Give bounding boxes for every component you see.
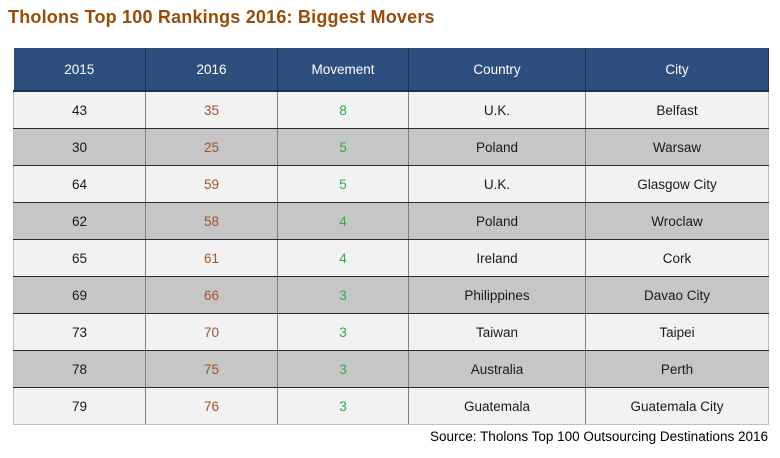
cell-movement: 4 <box>277 239 409 277</box>
cell-rank-2015: 62 <box>13 202 146 240</box>
column-header-2015: 2015 <box>13 48 146 92</box>
cell-rank-2016: 75 <box>145 350 278 388</box>
cell-city: Glasgow City <box>585 165 769 203</box>
cell-rank-2016: 70 <box>145 313 278 351</box>
cell-rank-2016: 58 <box>145 202 278 240</box>
cell-rank-2015: 30 <box>13 128 146 166</box>
table-row: 69 66 3 Philippines Davao City <box>13 276 769 314</box>
cell-movement: 3 <box>277 313 409 351</box>
column-header-country: Country <box>408 48 586 92</box>
table-row: 64 59 5 U.K. Glasgow City <box>13 165 769 203</box>
column-header-city: City <box>585 48 769 92</box>
cell-rank-2016: 61 <box>145 239 278 277</box>
table-row: 65 61 4 Ireland Cork <box>13 239 769 277</box>
cell-movement: 4 <box>277 202 409 240</box>
cell-country: Poland <box>408 202 586 240</box>
cell-city: Davao City <box>585 276 769 314</box>
cell-rank-2015: 43 <box>13 91 146 129</box>
cell-country: Ireland <box>408 239 586 277</box>
table-row: 79 76 3 Guatemala Guatemala City <box>13 387 769 425</box>
cell-movement: 3 <box>277 276 409 314</box>
cell-city: Guatemala City <box>585 387 769 425</box>
cell-rank-2015: 73 <box>13 313 146 351</box>
cell-city: Wroclaw <box>585 202 769 240</box>
source-note: Source: Tholons Top 100 Outsourcing Dest… <box>430 429 768 444</box>
cell-rank-2015: 78 <box>13 350 146 388</box>
column-header-2016: 2016 <box>145 48 278 92</box>
cell-country: U.K. <box>408 91 586 129</box>
cell-city: Cork <box>585 239 769 277</box>
cell-movement: 3 <box>277 387 409 425</box>
cell-movement: 8 <box>277 91 409 129</box>
cell-movement: 5 <box>277 128 409 166</box>
chart-title: Tholons Top 100 Rankings 2016: Biggest M… <box>8 7 435 27</box>
cell-country: Taiwan <box>408 313 586 351</box>
cell-movement: 5 <box>277 165 409 203</box>
table-header-row: 2015 2016 Movement Country City <box>13 48 769 92</box>
cell-rank-2016: 35 <box>145 91 278 129</box>
cell-country: Poland <box>408 128 586 166</box>
cell-movement: 3 <box>277 350 409 388</box>
cell-rank-2016: 25 <box>145 128 278 166</box>
cell-rank-2015: 79 <box>13 387 146 425</box>
cell-rank-2015: 64 <box>13 165 146 203</box>
cell-city: Perth <box>585 350 769 388</box>
cell-city: Taipei <box>585 313 769 351</box>
table-row: 73 70 3 Taiwan Taipei <box>13 313 769 351</box>
column-header-movement: Movement <box>277 48 409 92</box>
table-row: 62 58 4 Poland Wroclaw <box>13 202 769 240</box>
cell-country: Australia <box>408 350 586 388</box>
cell-city: Belfast <box>585 91 769 129</box>
cell-rank-2015: 65 <box>13 239 146 277</box>
rankings-table: 2015 2016 Movement Country City 43 35 8 … <box>13 48 769 425</box>
cell-country: Guatemala <box>408 387 586 425</box>
cell-country: U.K. <box>408 165 586 203</box>
cell-rank-2016: 59 <box>145 165 278 203</box>
table-row: 30 25 5 Poland Warsaw <box>13 128 769 166</box>
table-row: 78 75 3 Australia Perth <box>13 350 769 388</box>
table-row: 43 35 8 U.K. Belfast <box>13 91 769 129</box>
cell-rank-2016: 66 <box>145 276 278 314</box>
cell-rank-2015: 69 <box>13 276 146 314</box>
cell-rank-2016: 76 <box>145 387 278 425</box>
cell-country: Philippines <box>408 276 586 314</box>
cell-city: Warsaw <box>585 128 769 166</box>
